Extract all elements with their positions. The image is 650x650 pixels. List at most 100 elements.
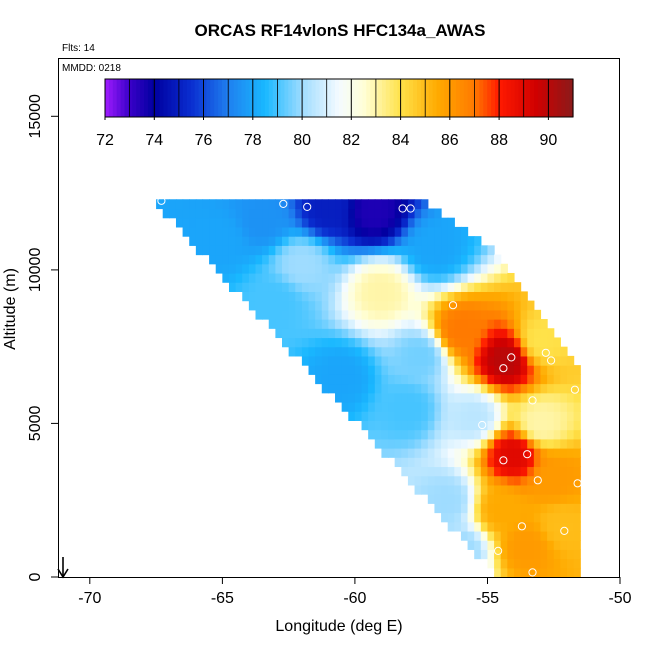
heatmap-cell — [315, 263, 323, 274]
heatmap-cell — [434, 263, 442, 274]
sample-point — [517, 522, 527, 531]
heatmap-cell — [315, 245, 323, 256]
heatmap-cell — [447, 282, 455, 292]
heatmap-cell — [374, 300, 383, 311]
heatmap-cell — [507, 337, 515, 348]
heatmap-cell — [500, 438, 508, 449]
heatmap-cell — [547, 466, 555, 477]
colorbar-swatch — [140, 79, 145, 117]
heatmap-cell — [407, 254, 416, 265]
heatmap-cell — [321, 291, 329, 302]
heatmap-cell — [494, 484, 502, 495]
heatmap-cell — [341, 272, 349, 283]
heatmap-cell — [427, 236, 436, 246]
heatmap-cell — [388, 309, 396, 320]
heatmap-cell — [361, 401, 369, 412]
heatmap-cell — [288, 319, 296, 329]
heatmap-cell — [427, 245, 436, 256]
heatmap-cell — [480, 512, 489, 523]
heatmap-cell — [235, 226, 243, 237]
heatmap-cell — [288, 291, 296, 302]
heatmap-cell — [407, 217, 416, 228]
heatmap-cell — [520, 392, 528, 403]
heatmap-cell — [308, 263, 316, 274]
heatmap-cell — [354, 282, 363, 292]
y-tick-label: 10000 — [27, 248, 44, 293]
heatmap-cell — [467, 475, 475, 486]
heatmap-cell — [441, 300, 449, 311]
heatmap-cell — [480, 420, 489, 431]
heatmap-cell — [467, 457, 475, 468]
heatmap-cell — [354, 401, 363, 412]
heatmap-cell — [407, 263, 416, 274]
colorbar-swatch — [362, 79, 367, 117]
heatmap-cell — [348, 401, 356, 412]
heatmap-cell — [507, 291, 515, 302]
heatmap-cell — [527, 328, 535, 339]
heatmap-cell — [209, 208, 217, 219]
heatmap-cell — [527, 429, 535, 440]
heatmap-cell — [441, 282, 449, 292]
heatmap-cell — [467, 272, 475, 283]
heatmap-cell — [388, 355, 396, 366]
heatmap-cell — [335, 392, 343, 403]
heatmap-cell — [321, 217, 329, 228]
colorbar-swatch — [397, 79, 402, 117]
heatmap-cell — [427, 226, 436, 237]
heatmap-cell — [480, 245, 489, 256]
heatmap-cell — [275, 309, 283, 320]
heatmap-cell — [288, 282, 296, 292]
colorbar-swatch — [389, 79, 395, 117]
colorbar-swatch — [264, 79, 270, 117]
heatmap-cell — [500, 272, 508, 283]
heatmap-cell — [394, 337, 402, 348]
heatmap-cell — [401, 208, 409, 219]
heatmap-cell — [354, 199, 363, 210]
colorbar-swatch — [159, 79, 165, 117]
heatmap-cell — [295, 291, 303, 302]
heatmap-cell — [566, 429, 575, 440]
heatmap-cell — [421, 457, 429, 468]
heatmap-cell — [441, 466, 449, 477]
heatmap-cell — [474, 291, 482, 302]
colorbar-swatch — [179, 79, 184, 117]
heatmap-cell — [381, 401, 389, 412]
heatmap-cell — [374, 282, 383, 292]
heatmap-cell — [507, 521, 515, 532]
heatmap-cell — [454, 374, 462, 385]
heatmap-cell — [500, 291, 508, 302]
heatmap-cell — [255, 282, 263, 292]
heatmap-cell — [487, 457, 495, 468]
heatmap-cell — [394, 254, 402, 265]
heatmap-cell — [341, 392, 349, 403]
heatmap-cell — [262, 282, 270, 292]
heatmap-cell — [553, 392, 561, 403]
heatmap-cell — [222, 226, 230, 237]
heatmap-cell — [341, 346, 349, 357]
heatmap-cell — [301, 319, 310, 329]
heatmap-cell — [540, 567, 548, 578]
heatmap-cell — [513, 457, 522, 468]
heatmap-cell — [388, 300, 396, 311]
heatmap-cell — [268, 217, 276, 228]
colorbar — [104, 78, 574, 118]
heatmap-cell — [441, 383, 449, 394]
heatmap-cell — [222, 217, 230, 228]
colorbar-swatch — [253, 79, 258, 117]
heatmap-cell — [268, 282, 276, 292]
heatmap-cell — [335, 346, 343, 357]
heatmap-cell — [540, 383, 548, 394]
heatmap-cell — [566, 401, 575, 412]
heatmap-cell — [513, 411, 522, 421]
heatmap-cell — [335, 291, 343, 302]
heatmap-cell — [361, 208, 369, 219]
heatmap-cell — [434, 457, 442, 468]
heatmap-cell — [560, 457, 568, 468]
heatmap-cell — [560, 540, 568, 550]
heatmap-cell — [222, 199, 230, 210]
heatmap-cell — [434, 328, 442, 339]
heatmap-cell — [500, 319, 508, 329]
heatmap-cell — [533, 448, 542, 458]
heatmap-cell — [494, 263, 502, 274]
